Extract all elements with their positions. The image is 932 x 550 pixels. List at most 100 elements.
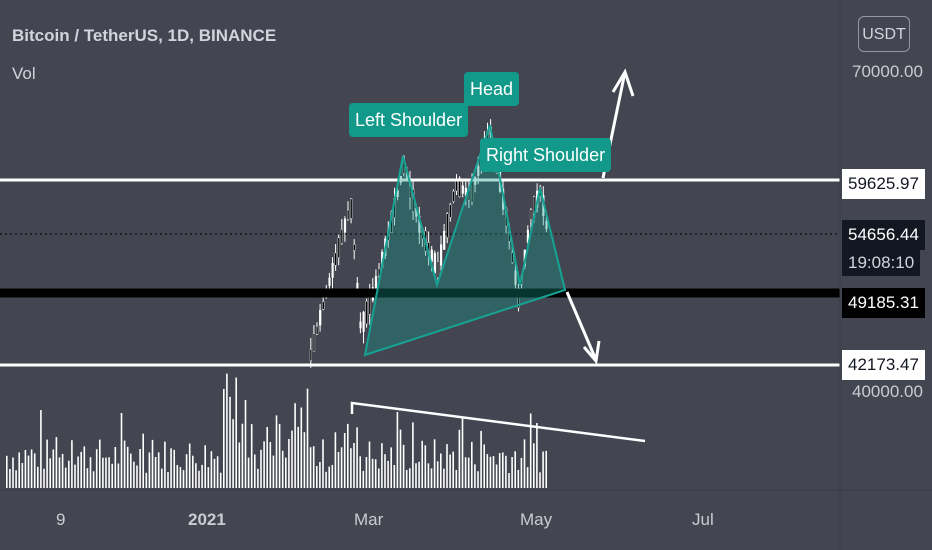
volume-bar [27,455,30,488]
volume-bar [374,459,377,488]
volume-bar [312,446,315,488]
candle-body [545,220,548,230]
volume-bar [244,400,247,488]
candle-body [452,190,455,202]
volume-bar [37,466,39,488]
volume-bar [396,412,399,488]
left-shoulder-label[interactable]: Left Shoulder [349,103,469,137]
volume-bar [12,457,14,488]
volume-bar [170,448,172,488]
volume-bar [464,457,467,488]
volume-bar [71,440,73,488]
resistance-price-tag[interactable]: 59625.97 [842,169,925,199]
volume-bar [526,467,529,488]
support-price-tag[interactable]: 42173.47 [842,350,925,380]
candle-body [511,252,514,263]
volume-bar [480,430,482,488]
volume-bar [238,442,241,488]
volume-bar [223,388,225,488]
volume-bar [446,444,448,488]
volume-bar [325,471,327,488]
volume-bar [294,403,296,488]
time-tick-jul: Jul [692,510,714,529]
volume-bar [495,464,498,488]
neckline-price-tag[interactable]: 49185.31 [842,288,925,318]
volume-bars [6,373,547,488]
candle-body [334,252,337,266]
volume-trend-line[interactable] [350,401,646,443]
volume-bar [533,443,535,488]
head-label[interactable]: Head [464,72,520,106]
volume-bar [508,473,510,488]
volume-bar [46,439,48,488]
volume-bar [390,447,392,488]
volume-bar [402,444,405,488]
time-tick-mar: Mar [354,510,384,529]
volume-bar [80,451,82,488]
volume-bar [511,457,513,488]
volume-bar [216,456,219,488]
volume-bar [167,472,169,488]
volume-bar [415,463,417,488]
volume-bar [123,440,126,488]
volume-bar [260,449,262,488]
volume-bar [381,443,383,488]
volume-bar [443,468,445,488]
volume-bar [164,441,166,488]
volume-bar [471,441,473,488]
volume-bar [449,454,451,488]
symbol-title: Bitcoin / TetherUS, 1D, BINANCE [12,26,277,45]
volume-bar [505,455,507,488]
candle-body [514,270,517,285]
volume-bar [477,471,479,488]
volume-bar [269,442,272,488]
volume-bar [9,469,11,488]
volume-bar [213,458,216,488]
breakdown-arrow[interactable] [565,291,601,365]
volume-bar [182,470,185,488]
volume-bar [288,439,290,488]
volume-bar [430,468,433,488]
volume-bar [297,426,299,488]
volume-bar [201,464,203,488]
currency-button[interactable]: USDT [858,16,910,52]
volume-bar [247,457,250,488]
candle-body [316,325,319,335]
candle-body [319,310,322,326]
volume-bar [387,460,389,488]
volume-bar [520,457,523,488]
right-shoulder-label[interactable]: Right Shoulder [480,138,612,172]
volume-bar [86,468,89,488]
candle-body [322,301,325,310]
volume-bar [58,457,61,488]
volume-bar [204,445,206,488]
volume-bar [467,457,470,488]
volume-bar [433,439,436,488]
candle-body [331,263,334,278]
volume-bar [458,429,461,488]
volume-bar [275,415,278,488]
volume-bar [229,396,231,488]
volume-bar [95,449,98,488]
volume-bar [498,453,501,488]
volume-bar [368,441,371,488]
volume-bar [489,456,492,488]
candle-body [517,288,520,309]
volume-bar [424,445,427,488]
volume-bar [43,468,45,488]
candle-body [455,179,458,192]
volume-bar [117,463,120,488]
volume-bar [523,439,526,488]
candle-body [328,277,331,286]
volume-bar [365,457,368,488]
volume-bar [266,427,268,488]
volume-bar [331,464,334,488]
volume-bar [24,450,27,488]
volume-bar [68,460,70,488]
volume-bar [142,433,144,488]
candle-body [343,218,347,233]
volume-bar [334,432,337,488]
volume-bar [136,465,138,488]
volume-bar [412,422,414,488]
